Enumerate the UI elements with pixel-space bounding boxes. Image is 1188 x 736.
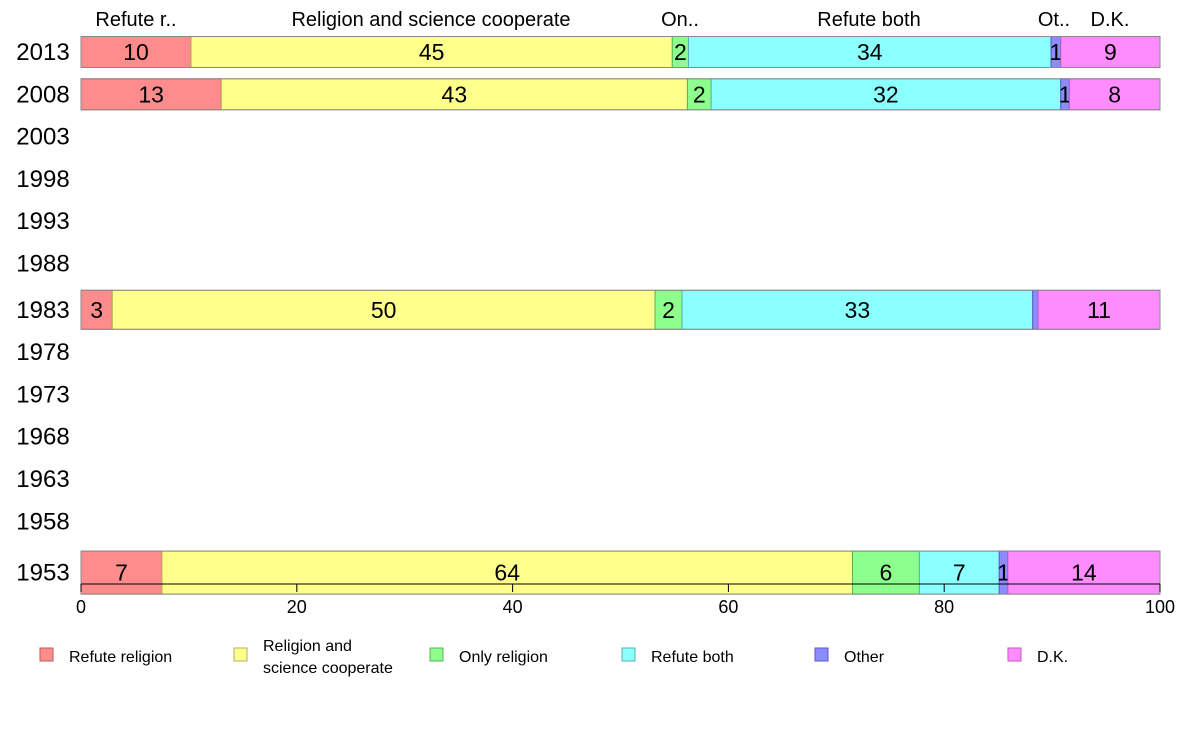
bar-outline-1983 — [80, 289, 1161, 330]
legend-swatch-3 — [621, 647, 636, 662]
segment-label-1953-1: 64 — [494, 560, 520, 586]
legend-swatch-2 — [429, 647, 444, 662]
year-axis: 2013 2008 2003 1998 1993 1988 1983 1978 1973 1968… — [16, 39, 69, 587]
segment-1953-1 — [161, 550, 853, 595]
segment-label-2013-2: 2 — [674, 39, 687, 65]
bar-2013: 10 45 2 34 1 9 — [80, 36, 1161, 68]
legend-item-4: Other — [814, 647, 885, 666]
legend-label-4-0: Other — [844, 649, 885, 666]
bar-outline-1953 — [80, 550, 1161, 595]
year-label-1958: 1958 — [16, 508, 69, 535]
top-label-0: Refute r.. — [95, 9, 176, 31]
segment-label-1983-5: 11 — [1087, 297, 1111, 323]
year-label-1963: 1963 — [16, 466, 69, 493]
year-label-1998: 1998 — [16, 166, 69, 193]
year-label-1953: 1953 — [16, 560, 69, 587]
segment-label-2008-0: 13 — [138, 81, 164, 107]
year-label-1993: 1993 — [16, 208, 69, 235]
segment-label-2013-0: 10 — [123, 39, 149, 65]
segment-2013-1 — [190, 36, 673, 68]
legend-swatch-0 — [39, 647, 54, 662]
segment-label-2013-5: 9 — [1104, 39, 1117, 65]
bar-1983: 3 50 2 33 11 — [80, 289, 1161, 330]
segment-label-1953-4: 1 — [997, 560, 1010, 586]
segment-1983-4 — [1032, 289, 1039, 330]
segment-2013-3 — [687, 36, 1052, 68]
segment-1953-5 — [1007, 550, 1161, 595]
bar-outline-2008 — [80, 78, 1161, 111]
segment-label-2008-5: 8 — [1108, 81, 1121, 107]
legend-item-3: Refute both — [621, 647, 734, 666]
segment-label-1953-5: 14 — [1071, 560, 1097, 586]
year-label-1988: 1988 — [16, 251, 69, 278]
legend-swatch-5 — [1007, 647, 1022, 662]
segment-label-2008-2: 2 — [693, 81, 706, 107]
x-tick-label-100: 100 — [1145, 597, 1175, 617]
legend-label-3-0: Refute both — [651, 649, 734, 666]
segment-1953-3 — [918, 550, 1000, 595]
segment-label-1953-3: 7 — [953, 560, 966, 586]
x-tick-label-80: 80 — [934, 597, 954, 617]
bar-2008: 13 43 2 32 1 8 — [80, 78, 1161, 111]
x-tick-label-40: 40 — [503, 597, 523, 617]
legend-item-0: Refute religion — [39, 647, 172, 666]
top-label-4: Ot.. — [1038, 9, 1070, 31]
year-label-2013: 2013 — [16, 39, 69, 66]
segment-label-1953-0: 7 — [115, 560, 128, 586]
segment-label-1983-0: 3 — [90, 297, 103, 323]
x-axis: 0 20 40 60 80 100 — [76, 583, 1175, 617]
segment-label-2008-1: 43 — [442, 81, 468, 107]
segment-2013-0 — [80, 36, 192, 68]
bar-outline-2013 — [80, 36, 1161, 68]
year-label-2003: 2003 — [16, 124, 69, 151]
segment-1983-1 — [111, 289, 656, 330]
x-tick-label-60: 60 — [718, 597, 738, 617]
bars-group: 10 45 2 34 1 9 13 43 2 32 1 8 3 50 2 33 11 7 64 6 7 1 14 — [80, 36, 1161, 595]
legend-label-1-1: science cooperate — [263, 660, 393, 677]
top-label-2: On.. — [661, 9, 699, 31]
segment-label-2013-3: 34 — [857, 39, 883, 65]
legend-swatch-4 — [814, 647, 829, 662]
year-label-1973: 1973 — [16, 381, 69, 408]
legend-label-2-0: Only religion — [459, 649, 548, 666]
segment-2008-5 — [1068, 78, 1161, 111]
segment-label-2013-4: 1 — [1049, 39, 1062, 65]
top-label-5: D.K. — [1091, 9, 1130, 31]
segment-label-1983-2: 2 — [662, 297, 675, 323]
legend-item-5: D.K. — [1007, 647, 1068, 666]
segment-1983-3 — [681, 289, 1034, 330]
year-label-2008: 2008 — [16, 81, 69, 108]
legend-label-0-0: Refute religion — [69, 649, 172, 666]
year-label-1983: 1983 — [16, 297, 69, 324]
segment-label-1953-2: 6 — [880, 560, 893, 586]
segment-1953-2 — [851, 550, 920, 595]
segment-label-2008-3: 32 — [873, 81, 899, 107]
x-tick-label-0: 0 — [76, 597, 86, 617]
top-label-1: Religion and science cooperate — [291, 9, 570, 31]
legend: Refute religion Religion and science coope… — [39, 638, 1068, 677]
segment-label-2008-4: 1 — [1059, 81, 1072, 107]
year-label-1978: 1978 — [16, 339, 69, 366]
top-category-labels: Refute r.. Religion and science cooperate… — [95, 9, 1129, 31]
bar-1953: 7 64 6 7 1 14 — [80, 550, 1161, 595]
legend-label-5-0: D.K. — [1037, 649, 1068, 666]
x-tick-label-20: 20 — [287, 597, 307, 617]
legend-item-2: Only religion — [429, 647, 548, 666]
legend-item-1: Religion and science cooperate — [233, 638, 393, 677]
year-label-1968: 1968 — [16, 424, 69, 451]
legend-swatch-1 — [233, 647, 248, 662]
segment-1983-2 — [654, 289, 683, 330]
segment-label-2013-1: 45 — [419, 39, 445, 65]
segment-label-1983-1: 50 — [371, 297, 397, 323]
legend-label-1-0: Religion and — [263, 638, 352, 655]
segment-label-1983-3: 33 — [845, 297, 871, 323]
top-label-3: Refute both — [817, 9, 920, 31]
